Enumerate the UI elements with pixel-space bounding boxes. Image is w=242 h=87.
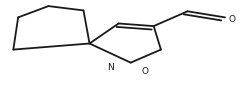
Text: O: O (229, 15, 236, 24)
Text: O: O (142, 67, 149, 76)
Text: N: N (107, 63, 113, 72)
